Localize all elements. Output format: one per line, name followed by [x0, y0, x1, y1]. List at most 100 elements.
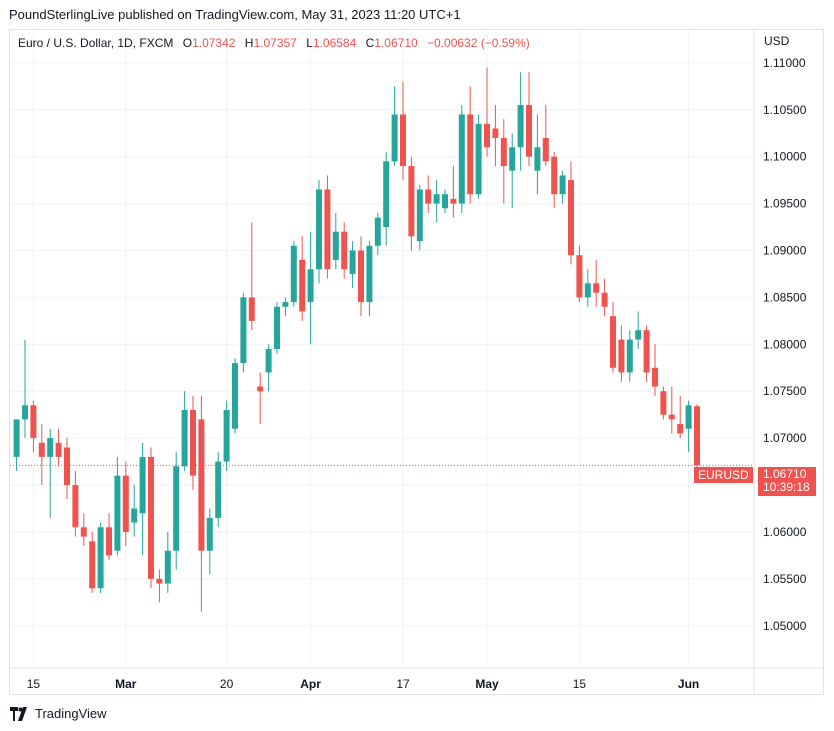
candle-body [584, 283, 591, 298]
candle-up [366, 241, 373, 317]
candle-body [416, 189, 423, 242]
candle-body [341, 231, 348, 270]
x-tick-label: Apr [300, 677, 321, 691]
candle-down [526, 72, 532, 167]
candle-up [416, 184, 423, 251]
candle-up [114, 456, 121, 556]
candle-body [517, 105, 524, 148]
candle-up [206, 508, 213, 575]
candle-body [22, 405, 28, 420]
candle-body [568, 180, 574, 256]
x-tick-label: 17 [396, 677, 410, 691]
candle-up [181, 391, 188, 471]
candle-body [475, 123, 482, 195]
candle-down [668, 386, 675, 434]
y-tick-label: 1.11000 [763, 56, 806, 70]
candle-down [542, 105, 549, 167]
candle-down [38, 424, 45, 486]
candle-up [139, 442, 146, 556]
candle-body [391, 114, 398, 162]
candle-up [274, 302, 280, 354]
candle-down [551, 151, 558, 209]
tradingview-brand[interactable]: TradingView [10, 706, 107, 721]
candle-body [206, 517, 213, 551]
candle-body [576, 255, 583, 298]
candle-body [324, 189, 331, 270]
candle-body [173, 466, 180, 551]
candle-body [30, 405, 37, 439]
last-price-symbol-tag: EURUSD [694, 467, 753, 483]
y-tick-label: 1.07000 [763, 431, 807, 445]
candle-body [677, 424, 684, 434]
candle-up [215, 452, 222, 528]
candle-body [509, 147, 516, 171]
candle-body [240, 297, 247, 364]
candle-body [13, 419, 20, 457]
high-value: 1.07357 [253, 36, 297, 50]
y-tick-label: 1.05000 [763, 619, 807, 633]
candle-body [694, 406, 700, 466]
candle-body [660, 391, 667, 415]
ohlc-legend: Euro / U.S. Dollar, 1D, FXCM O1.07342 H1… [18, 36, 530, 50]
candle-body [433, 194, 440, 204]
candle-up [475, 114, 482, 199]
candle-up [517, 72, 524, 171]
candle-body [97, 527, 104, 589]
candle-down [122, 461, 129, 547]
candle-body [484, 123, 490, 148]
candle-up [559, 170, 566, 204]
candle-down [593, 259, 600, 307]
candle-up [534, 114, 541, 195]
y-tick-label: 1.10500 [763, 103, 807, 117]
x-tick-label: 20 [220, 677, 234, 691]
x-tick-label: May [475, 677, 499, 691]
candle-down [677, 395, 684, 439]
y-tick-label: 1.07500 [763, 384, 807, 398]
candle-up [22, 339, 28, 439]
candle-down [652, 344, 658, 396]
bar-countdown: 10:39:18 [763, 480, 810, 494]
candle-up [290, 241, 297, 307]
tradingview-brand-text: TradingView [35, 706, 107, 721]
candle-body [248, 297, 255, 321]
candle-body [467, 114, 474, 195]
candle-up [282, 297, 289, 317]
candle-up [97, 522, 104, 593]
candle-body [290, 245, 297, 303]
candle-body [626, 339, 633, 373]
candle-body [559, 175, 566, 195]
high-label: H [244, 36, 254, 50]
candle-up [232, 358, 238, 434]
last-price-tag: 1.06710 10:39:18 [758, 467, 816, 496]
candle-body [450, 198, 457, 204]
candle-up [349, 241, 356, 289]
candle-body [652, 367, 658, 387]
candle-up [509, 133, 516, 209]
candle-body [610, 316, 616, 368]
candle-body [425, 189, 432, 204]
candle-up [391, 86, 398, 167]
candle-body [47, 438, 54, 457]
low-value: 1.06584 [312, 36, 357, 50]
candle-body [114, 475, 121, 551]
candle-body [349, 250, 356, 274]
candle-down [248, 222, 255, 331]
currency-label: USD [764, 34, 790, 48]
candle-body [307, 269, 314, 303]
candle-down [299, 236, 306, 321]
candle-down [55, 428, 62, 467]
candle-down [64, 438, 70, 500]
candle-body [383, 161, 390, 228]
candle-body [442, 194, 448, 209]
candle-body [316, 189, 322, 270]
candle-body [500, 137, 507, 167]
candle-body [618, 339, 625, 373]
symbol-description: Euro / U.S. Dollar, 1D, FXCM [18, 36, 174, 50]
candle-body [148, 456, 154, 579]
candle-down [643, 325, 650, 382]
publish-header: PoundSterlingLive published on TradingVi… [9, 7, 461, 22]
candle-down [601, 278, 608, 317]
candle-down [358, 236, 364, 317]
candle-down [148, 447, 154, 589]
